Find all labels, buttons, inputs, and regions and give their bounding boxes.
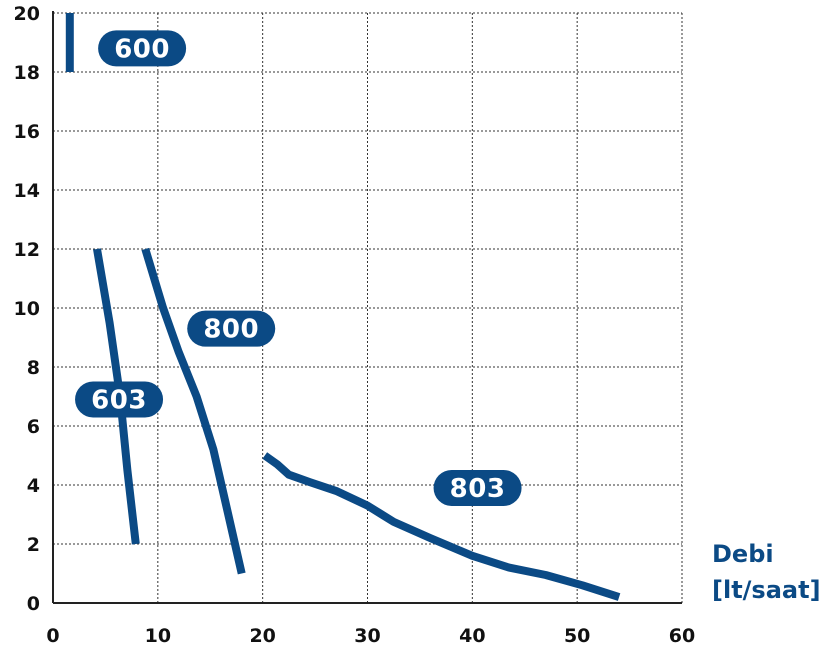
series-label-800: 800: [203, 315, 259, 345]
x-axis-label: Debi: [712, 540, 774, 568]
x-tick-label-20: 20: [249, 625, 275, 647]
x-tick-label-30: 30: [354, 625, 380, 647]
series-603: 603: [75, 248, 164, 545]
series-line-803: [262, 452, 621, 601]
x-tick-label-10: 10: [145, 625, 171, 647]
y-tick-labels: 0 2 4 6 8 10 12 14 16 18 20: [14, 3, 40, 615]
series-label-603: 603: [91, 385, 147, 415]
x-tick-labels: 0 10 20 30 40 50 60: [46, 625, 695, 647]
y-tick-label-16: 16: [14, 121, 40, 143]
series-line-800: [141, 247, 246, 575]
series-group: 600 603 800 803: [65, 13, 621, 601]
series-label-pill-800: [187, 310, 276, 347]
y-tick-label-10: 10: [14, 298, 40, 320]
y-tick-label-14: 14: [14, 180, 40, 202]
series-label-600: 600: [114, 34, 170, 64]
x-axis-title: Debi [lt/saat]: [712, 536, 821, 608]
series-800: 800: [141, 247, 276, 575]
x-tick-label-0: 0: [46, 625, 59, 647]
y-tick-label-6: 6: [27, 416, 40, 438]
y-tick-label-4: 4: [27, 475, 40, 497]
y-tick-label-12: 12: [14, 239, 40, 261]
y-tick-label-8: 8: [27, 357, 40, 379]
x-tick-label-60: 60: [669, 625, 695, 647]
y-tick-label-20: 20: [14, 3, 40, 25]
y-tick-label-18: 18: [14, 62, 40, 84]
grid: [53, 12, 683, 603]
x-tick-label-40: 40: [459, 625, 485, 647]
axes: [52, 11, 682, 604]
series-600: 600: [65, 13, 187, 72]
series-label-pill-603: [75, 381, 164, 418]
series-label-803: 803: [450, 474, 506, 504]
x-axis-unit: [lt/saat]: [712, 576, 821, 604]
y-tick-label-2: 2: [27, 534, 40, 556]
x-tick-label-50: 50: [564, 625, 590, 647]
series-label-pill-803: [433, 469, 522, 506]
series-label-pill-600: [98, 30, 187, 67]
y-tick-label-0: 0: [27, 593, 40, 615]
series-803: 803: [262, 452, 621, 601]
